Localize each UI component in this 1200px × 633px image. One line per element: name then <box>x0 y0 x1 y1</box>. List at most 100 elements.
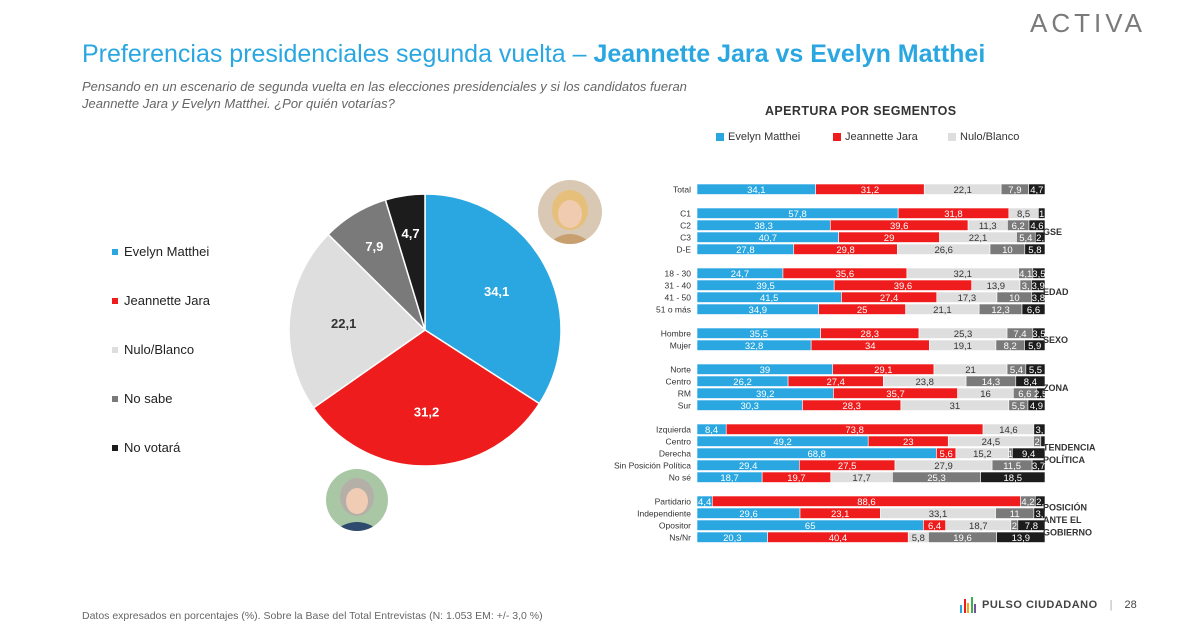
bar-value-label: 34,1 <box>747 185 766 196</box>
bar-value-label: 29,4 <box>739 461 758 472</box>
bar-value-label: 23,8 <box>915 377 934 388</box>
bar-value-label: 31,8 <box>944 209 963 220</box>
bar-segment <box>1028 219 1046 231</box>
row-label: Norte <box>670 364 691 374</box>
bar-value-label: 23 <box>903 437 914 448</box>
bar-value-label: 3, <box>1022 281 1030 292</box>
bar-segment <box>1027 399 1046 411</box>
bar-segment <box>1024 243 1046 255</box>
bar-value-label: 35,5 <box>750 329 769 340</box>
group-label: SEXO <box>1043 335 1068 345</box>
bar-value-label: 19,7 <box>787 473 806 484</box>
bar-segment <box>1031 459 1046 471</box>
legend-swatch <box>112 297 118 304</box>
bar-value-label: 31,2 <box>861 185 880 196</box>
bar-value-label: 2,5 <box>1034 389 1047 400</box>
bar-value-label: 32,1 <box>953 269 972 280</box>
legend-swatch <box>112 395 118 402</box>
pie-slice <box>288 233 427 409</box>
bar-value-label: 14,6 <box>999 425 1018 436</box>
bar-segment <box>1025 363 1046 375</box>
bar-value-label: 26,2 <box>733 377 752 388</box>
bar-value-label: 39,5 <box>756 281 775 292</box>
pie-legend-item: Nulo/Blanco <box>112 342 194 357</box>
group-label: POSICIÓN ANTE EL GOBIERNO <box>1043 501 1092 537</box>
bar-value-label: 4,6 <box>1030 221 1043 232</box>
bar-value-label: 29,6 <box>739 509 758 520</box>
row-label: 18 - 30 <box>665 268 692 278</box>
row-label: Sin Posición Política <box>614 460 691 470</box>
bar-value-label: 18,7 <box>969 521 988 532</box>
bar-value-label: 17,7 <box>852 473 871 484</box>
bar-segment <box>996 531 1046 543</box>
bar-value-label: 2, <box>1036 233 1044 244</box>
bar-segment <box>1021 303 1046 315</box>
pulso-bars-icon <box>960 597 976 613</box>
bar-value-label: 18,7 <box>720 473 739 484</box>
pie-slice-label: 4,7 <box>402 226 420 241</box>
bar-value-label: 39,2 <box>756 389 775 400</box>
pie-slice <box>384 193 426 331</box>
bar-value-label: 3,9 <box>1032 281 1045 292</box>
legend-label: Evelyn Matthei <box>728 131 801 143</box>
bar-value-label: 7,4 <box>1013 329 1026 340</box>
bar-segment <box>1034 495 1046 507</box>
bar-value-label: 20,3 <box>723 533 742 544</box>
bar-value-label: 29,1 <box>874 365 893 376</box>
bar-value-label: 23,1 <box>831 509 850 520</box>
row-label: C3 <box>680 232 691 242</box>
brand-logo: ACTIVA <box>1030 8 1146 38</box>
footnote: Datos expresados en porcentajes (%). Sob… <box>82 610 543 622</box>
bar-value-label: 40,4 <box>829 533 848 544</box>
bar-value-label: 15,2 <box>973 449 992 460</box>
bar-value-label: 5,4 <box>1010 365 1023 376</box>
bar-segment <box>1031 291 1046 303</box>
row-label: No sé <box>669 472 691 482</box>
row-label: Izquierda <box>656 424 691 434</box>
bar-value-label: 3,5 <box>1032 329 1045 340</box>
pulso-ciudadano-logo: PULSO CIUDADANO | 28 <box>960 597 1137 613</box>
row-label: 31 - 40 <box>665 280 692 290</box>
bar-value-label: 57,8 <box>788 209 807 220</box>
bar-value-label: 4,9 <box>1030 401 1043 412</box>
bar-value-label: 32,8 <box>745 341 764 352</box>
bar-value-label: 25 <box>857 305 868 316</box>
bar-value-label: 19,6 <box>953 533 972 544</box>
bar-value-label: 6,6 <box>1018 389 1031 400</box>
pie-slice-label: 31,2 <box>414 405 439 420</box>
bar-value-label: 5,5 <box>1012 401 1025 412</box>
bar-value-label: 11,3 <box>979 221 997 232</box>
bar-segment <box>980 471 1046 483</box>
bar-value-label: 25,3 <box>927 473 946 484</box>
bar-value-label: 3,5 <box>1032 269 1045 280</box>
segments-bar-chart: Total 34,1 31,2 22,1 7,9 4,7C1 57,8 31,8 8,5 1C2 3… <box>614 183 1096 544</box>
bar-value-label: 5,8 <box>1028 245 1041 256</box>
bar-value-label: 4,4 <box>698 497 711 508</box>
row-label: 51 o más <box>656 304 691 314</box>
bar-value-label: 39,6 <box>894 281 913 292</box>
pie-legend-item: Evelyn Matthei <box>112 244 209 259</box>
pie-slice-label: 7,9 <box>365 239 383 254</box>
bar-value-label: 10 <box>1002 245 1013 256</box>
bar-segment <box>1024 339 1046 351</box>
bar-value-label: 3, <box>1035 509 1043 520</box>
row-label: Total <box>673 184 691 194</box>
bar-value-label: 4,1 <box>1019 269 1032 280</box>
bar-value-label: 8,4 <box>705 425 718 436</box>
legend-label: No sabe <box>124 391 173 406</box>
question-subtitle: Pensando en un escenario de segunda vuel… <box>82 79 687 111</box>
row-label: RM <box>678 388 691 398</box>
bar-value-label: 25,3 <box>954 329 973 340</box>
legend-swatch <box>112 444 118 451</box>
bar-value-label: 24,5 <box>982 437 1001 448</box>
bar-value-label: 31 <box>950 401 961 412</box>
bar-value-label: 2, <box>1036 497 1044 508</box>
group-label: GSE <box>1043 227 1062 237</box>
bar-value-label: 10 <box>1009 293 1020 304</box>
bar-value-label: 19,1 <box>953 341 972 352</box>
segments-legend-item: Nulo/Blanco <box>948 131 1019 143</box>
bar-value-label: 29 <box>884 233 895 244</box>
bar-segment <box>1033 507 1046 519</box>
pie-legend-item: Jeannette Jara <box>112 293 210 308</box>
bar-value-label: 22,1 <box>953 185 972 196</box>
